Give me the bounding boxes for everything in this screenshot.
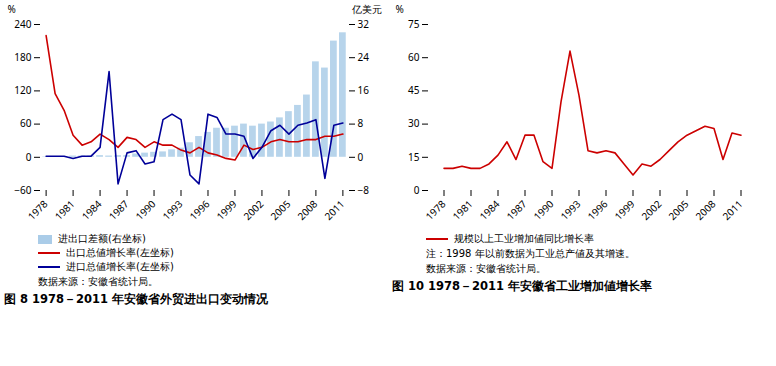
svg-text:%: % [8, 2, 16, 16]
svg-text:0: 0 [358, 150, 364, 164]
svg-text:0: 0 [26, 150, 32, 164]
svg-text:45: 45 [408, 83, 420, 97]
html-text:图 10 1978－2011 年安徽省工业增加値增长率: 图 10 1978－2011 年安徽省工业增加値增长率 [392, 279, 652, 293]
svg-text:1996: 1996 [584, 197, 610, 223]
svg-text:2011: 2011 [321, 197, 347, 223]
svg-text:1999: 1999 [611, 197, 637, 223]
html-text:规模以上工业增加値同比增长率: 规模以上工业增加値同比增长率 [454, 233, 594, 244]
svg-text:15: 15 [408, 150, 420, 164]
svg-text:2002: 2002 [638, 197, 664, 223]
svg-text:1984: 1984 [78, 197, 104, 223]
svg-text:1987: 1987 [503, 197, 529, 223]
svg-text:0: 0 [414, 183, 420, 197]
svg-text:2005: 2005 [665, 197, 691, 223]
svg-text:2008: 2008 [692, 197, 718, 223]
html-text:图 8 1978－2011 年安徽省外贸进出口变动情况: 图 8 1978－2011 年安徽省外贸进出口变动情况 [4, 292, 268, 306]
svg-text:2008: 2008 [294, 197, 320, 223]
html-text:进口总値增长率(左坐标): 进口总値增长率(左坐标) [66, 261, 174, 272]
html-text:数据来源：安徽省统计局。: 数据来源：安徽省统计局。 [38, 276, 158, 287]
svg-text:1978: 1978 [24, 197, 50, 223]
svg-text:1993: 1993 [557, 197, 583, 223]
svg-text:1978: 1978 [422, 197, 448, 223]
svg-text:1981: 1981 [51, 197, 77, 223]
html-text:注：1998 年以前数据为工业总产値及其增速。: 注：1998 年以前数据为工业总产値及其增速。 [426, 248, 635, 259]
svg-text:24: 24 [358, 50, 370, 64]
svg-text:1990: 1990 [530, 197, 556, 223]
svg-text:180: 180 [14, 50, 31, 64]
svg-text:30: 30 [408, 116, 420, 130]
svg-text:−8: −8 [358, 183, 370, 197]
svg-text:16: 16 [358, 83, 370, 97]
svg-text:8: 8 [358, 116, 364, 130]
svg-text:2002: 2002 [240, 197, 266, 223]
svg-text:2011: 2011 [719, 197, 745, 223]
svg-text:120: 120 [14, 83, 31, 97]
svg-text:1993: 1993 [159, 197, 185, 223]
svg-text:60: 60 [20, 116, 32, 130]
svg-text:60: 60 [408, 50, 420, 64]
svg-text:1981: 1981 [449, 197, 475, 223]
svg-text:1999: 1999 [213, 197, 239, 223]
html-text:出口总値增长率(左坐标): 出口总値增长率(左坐标) [66, 247, 174, 258]
svg-text:−60: −60 [14, 183, 31, 197]
svg-text:1987: 1987 [105, 197, 131, 223]
svg-text:1984: 1984 [476, 197, 502, 223]
html-text:数据来源：安徽省统计局。: 数据来源：安徽省统计局。 [426, 263, 546, 274]
svg-text:1996: 1996 [186, 197, 212, 223]
svg-text:32: 32 [358, 17, 370, 31]
svg-text:亿美元: 亿美元 [351, 2, 382, 16]
svg-text:240: 240 [14, 17, 31, 31]
svg-text:%: % [396, 2, 404, 16]
html-text:进出口差额(右坐标): 进出口差额(右坐标) [58, 233, 146, 244]
svg-text:1990: 1990 [132, 197, 158, 223]
svg-text:2005: 2005 [267, 197, 293, 223]
svg-text:75: 75 [408, 17, 420, 31]
